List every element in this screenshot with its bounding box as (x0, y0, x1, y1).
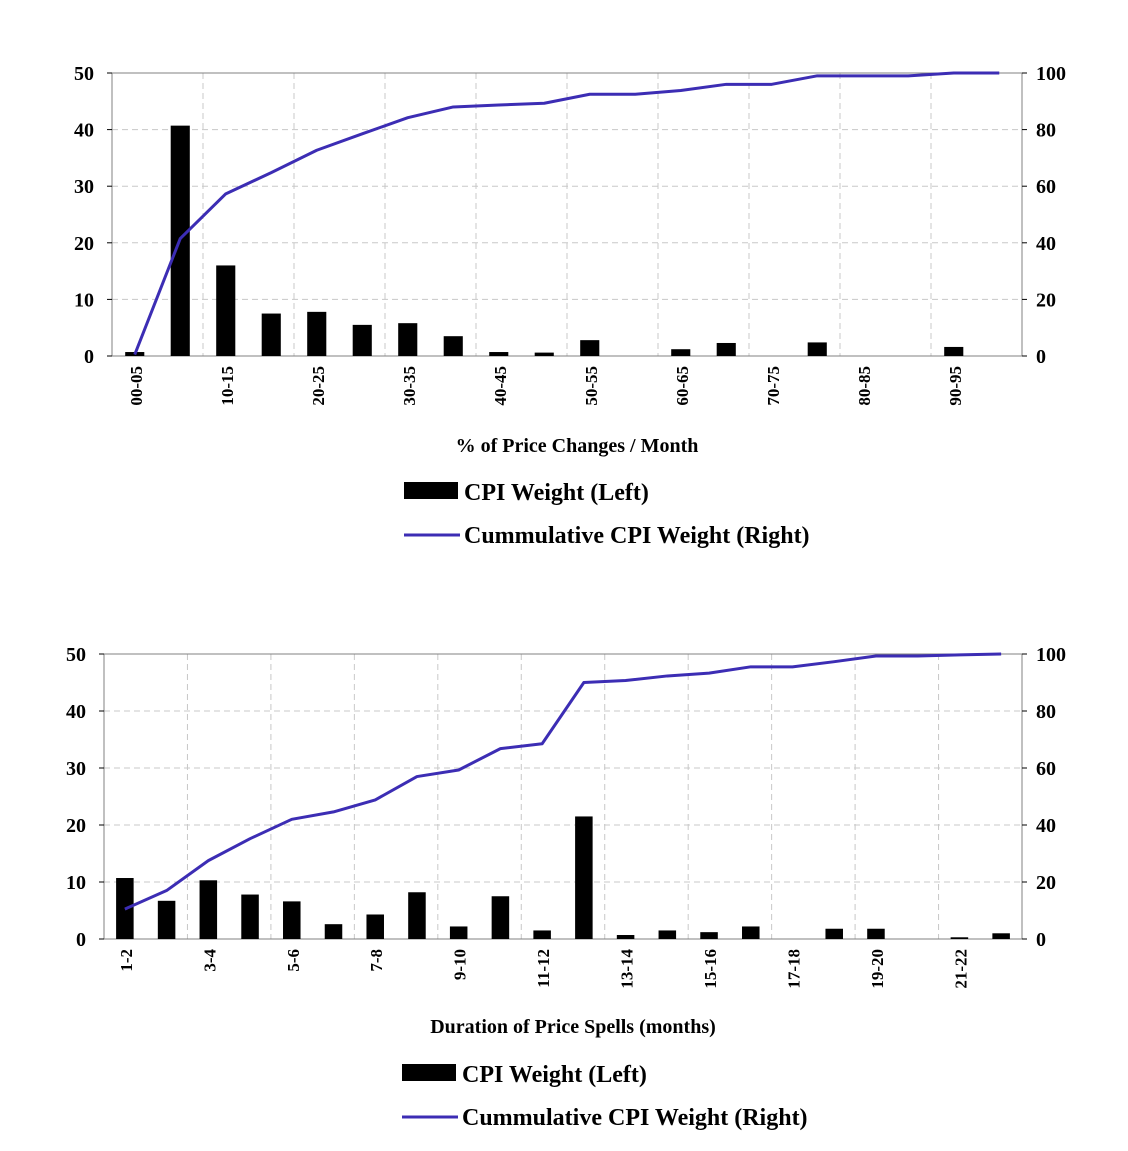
x-tick-label: 19-20 (868, 949, 887, 989)
x-tick-label: 00-05 (127, 366, 146, 406)
y-right-tick-label: 100 (1036, 63, 1066, 85)
x-tick-label: 20-25 (309, 366, 328, 406)
bar-20-25 (307, 311, 327, 356)
bar-5-6 (283, 901, 301, 939)
bar-18-19 (825, 928, 843, 939)
bar-19-20 (867, 928, 885, 939)
y-right-tick-label: 40 (1036, 233, 1056, 255)
bar-50-55 (580, 340, 600, 356)
bar-25-30 (352, 324, 372, 356)
y-left-tick-label: 30 (74, 176, 94, 198)
bar-22-23 (992, 933, 1010, 939)
y-left-tick-label: 40 (66, 701, 86, 723)
bar-7-8 (366, 914, 384, 939)
legend-label: Cummulative CPI Weight (Right) (462, 1105, 808, 1131)
x-tick-label: 30-35 (400, 366, 419, 406)
x-tick-label: 15-16 (701, 949, 720, 989)
x-tick-label: 60-65 (673, 366, 692, 406)
bar-3-4 (199, 880, 218, 939)
y-left-tick-label: 50 (66, 644, 86, 666)
legend-label: CPI Weight (Left) (464, 480, 649, 506)
bar-40-45 (489, 352, 509, 356)
x-tick-label: 80-85 (855, 366, 874, 406)
line-cumulative (133, 71, 1000, 356)
bar-10-11 (491, 896, 510, 939)
x-axis-label: Duration of Price Spells (months) (430, 1016, 716, 1038)
bar-90-95 (944, 346, 964, 356)
plot-area (103, 653, 1023, 940)
y-right-tick-label: 0 (1036, 346, 1046, 368)
y-left-tick-label: 30 (66, 758, 86, 780)
bar-11-12 (533, 930, 551, 939)
bar-65-70 (716, 342, 736, 356)
bar-13-14 (616, 935, 635, 939)
legend-swatch-bar (404, 482, 458, 499)
x-axis-label: % of Price Changes / Month (456, 435, 699, 457)
chart-price-changes: 0 10 20 30 40 50 0 20 40 60 80 100 00-05 10-15 20-25 30… (74, 63, 1066, 549)
y-left-tick-label: 40 (74, 120, 94, 142)
x-tick-label: 3-4 (200, 949, 219, 972)
y-right-tick-label: 80 (1036, 701, 1056, 723)
bar-35-40 (443, 336, 463, 356)
bar-14-15 (658, 930, 677, 939)
x-tick-label: 13-14 (618, 949, 637, 989)
x-tick-label: 40-45 (491, 366, 510, 406)
y-right-tick-label: 60 (1036, 176, 1056, 198)
bar-75-80 (807, 342, 827, 356)
y-left-tick-label: 10 (66, 872, 86, 894)
bar-4-5 (241, 894, 259, 939)
plot-area (111, 72, 1023, 357)
y-right-tick-label: 0 (1036, 929, 1046, 951)
bar-21-22 (950, 937, 969, 939)
x-tick-label: 11-12 (534, 949, 553, 988)
bar-15-20 (261, 313, 281, 356)
bar-9-10 (449, 926, 468, 939)
chart-price-spells: 0 10 20 30 40 50 0 20 40 60 80 100 1-2 3-4 5-6 7-8 9-10 1… (66, 644, 1066, 1131)
y-right-tick-label: 20 (1036, 289, 1056, 311)
y-right-tick-label: 40 (1036, 815, 1056, 837)
y-left-tick-label: 0 (84, 346, 94, 368)
bar-16-17 (742, 926, 760, 939)
legend-label: CPI Weight (Left) (462, 1062, 647, 1088)
y-right-tick-label: 80 (1036, 120, 1056, 142)
bar-2-3 (157, 900, 176, 939)
y-left-tick-label: 50 (74, 63, 94, 85)
x-tick-label: 70-75 (764, 366, 783, 406)
y-left-tick-label: 10 (74, 289, 94, 311)
bar-6-7 (324, 924, 343, 939)
x-tick-label: 50-55 (582, 366, 601, 406)
y-right-tick-label: 20 (1036, 872, 1056, 894)
bar-8-9 (408, 892, 426, 939)
bar-12-13 (575, 816, 593, 939)
legend-label: Cummulative CPI Weight (Right) (464, 523, 810, 549)
x-tick-label: 5-6 (284, 949, 303, 972)
x-tick-label: 1-2 (117, 949, 136, 972)
x-tick-label: 9-10 (451, 949, 470, 980)
legend-swatch-bar (402, 1064, 456, 1081)
bar-15-16 (700, 932, 718, 939)
bar-10-15 (216, 265, 236, 356)
y-right-tick-label: 100 (1036, 644, 1066, 666)
y-right-tick-label: 60 (1036, 758, 1056, 780)
y-left-tick-label: 20 (74, 233, 94, 255)
x-tick-label: 90-95 (946, 366, 965, 406)
bar-45-50 (534, 352, 554, 356)
y-left-tick-label: 20 (66, 815, 86, 837)
y-left-tick-label: 0 (76, 929, 86, 951)
x-tick-label: 7-8 (367, 949, 386, 972)
x-tick-label: 10-15 (218, 366, 237, 406)
bar-60-65 (671, 349, 691, 356)
line-cumulative (124, 652, 1002, 911)
x-tick-label: 21-22 (951, 949, 970, 989)
x-tick-label: 17-18 (785, 949, 804, 989)
bar-30-35 (398, 323, 418, 356)
